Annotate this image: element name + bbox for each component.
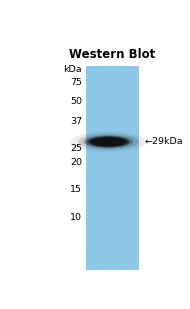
Ellipse shape — [92, 138, 125, 146]
Text: Western Blot: Western Blot — [69, 48, 155, 61]
Ellipse shape — [78, 134, 139, 150]
Text: 25: 25 — [70, 144, 82, 153]
Text: kDa: kDa — [63, 65, 82, 74]
Ellipse shape — [84, 135, 133, 148]
Text: 15: 15 — [70, 185, 82, 194]
Text: 37: 37 — [70, 117, 82, 126]
Ellipse shape — [70, 132, 147, 152]
Text: 50: 50 — [70, 97, 82, 106]
Ellipse shape — [89, 137, 127, 147]
Bar — [86, 66, 139, 270]
Text: 75: 75 — [70, 78, 82, 87]
Text: 10: 10 — [70, 214, 82, 222]
Text: 20: 20 — [70, 158, 82, 167]
Ellipse shape — [87, 136, 130, 147]
Text: ←29kDa: ←29kDa — [144, 137, 183, 146]
